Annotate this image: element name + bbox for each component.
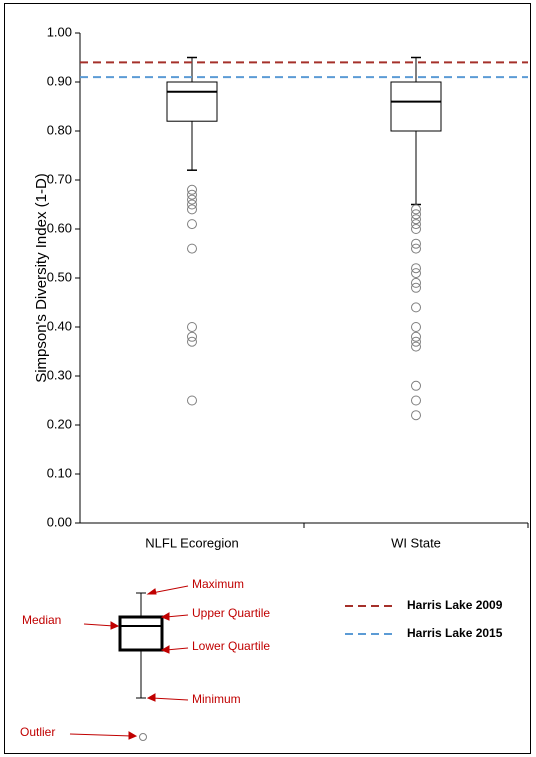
outlier (187, 336, 197, 347)
arrow (83, 623, 115, 627)
arrow-head (146, 588, 157, 595)
key-label: Lower Quartile (192, 639, 270, 653)
arrow-head (160, 645, 170, 654)
y-tick-label: 0.90 (47, 73, 72, 88)
x-tick-label: WI State (391, 535, 441, 550)
outlier (411, 268, 421, 279)
arrow-head (110, 621, 120, 630)
y-tick-label: 0.30 (47, 367, 72, 382)
y-tick-label: 0.60 (47, 220, 72, 235)
outlier (411, 302, 421, 313)
outlier (187, 322, 197, 332)
key-arrows (69, 585, 189, 740)
arrow-head (128, 731, 138, 740)
outlier (411, 224, 421, 234)
outlier (411, 214, 421, 225)
outlier (411, 336, 421, 347)
outlier (187, 189, 197, 200)
outlier (411, 209, 421, 220)
outlier (411, 410, 421, 421)
outlier (411, 322, 421, 332)
y-tick-label: 1.00 (47, 24, 72, 39)
arrow (165, 647, 189, 651)
outlier (411, 395, 421, 406)
y-tick-label: 0.00 (47, 514, 72, 529)
outlier (411, 331, 421, 342)
outlier (187, 219, 197, 230)
outlier (411, 243, 421, 254)
outlier (187, 184, 197, 195)
arrow (165, 614, 189, 618)
frame (4, 3, 531, 754)
outlier (187, 194, 197, 205)
arrow (151, 585, 189, 594)
arrow (69, 733, 133, 737)
y-tick-label: 0.10 (47, 465, 72, 480)
key-label: Upper Quartile (192, 606, 270, 620)
y-tick-label: 0.70 (47, 171, 72, 186)
key-label: Outlier (20, 725, 55, 739)
outlier (411, 238, 421, 249)
key-box (118, 615, 164, 652)
outlier (411, 277, 421, 288)
outlier (187, 204, 197, 215)
outlier (411, 263, 421, 274)
key-label: Median (22, 613, 61, 627)
outlier (411, 341, 421, 352)
arrow-head (160, 612, 170, 621)
x-tick-label: NLFL Ecoregion (145, 535, 238, 550)
key-outlier (139, 733, 147, 741)
box (166, 81, 218, 122)
outlier (187, 243, 197, 254)
outlier (411, 380, 421, 391)
box (390, 81, 442, 132)
legend-label: Harris Lake 2015 (407, 626, 503, 640)
key-label: Minimum (192, 692, 241, 706)
y-tick-label: 0.20 (47, 416, 72, 431)
outlier (411, 282, 421, 293)
outlier (411, 219, 421, 230)
y-tick-label: 0.80 (47, 122, 72, 137)
y-axis-label: Simpson's Diversity Index (1-D) (33, 173, 50, 383)
outlier (411, 204, 421, 215)
outlier (187, 331, 197, 342)
legend-label: Harris Lake 2009 (407, 598, 503, 612)
outlier (187, 199, 197, 210)
key-label: Maximum (192, 577, 244, 591)
outlier (187, 395, 197, 406)
y-tick-label: 0.40 (47, 318, 72, 333)
arrow (151, 697, 189, 701)
arrow-head (146, 693, 156, 702)
box-key (118, 592, 164, 741)
y-tick-label: 0.50 (47, 269, 72, 284)
